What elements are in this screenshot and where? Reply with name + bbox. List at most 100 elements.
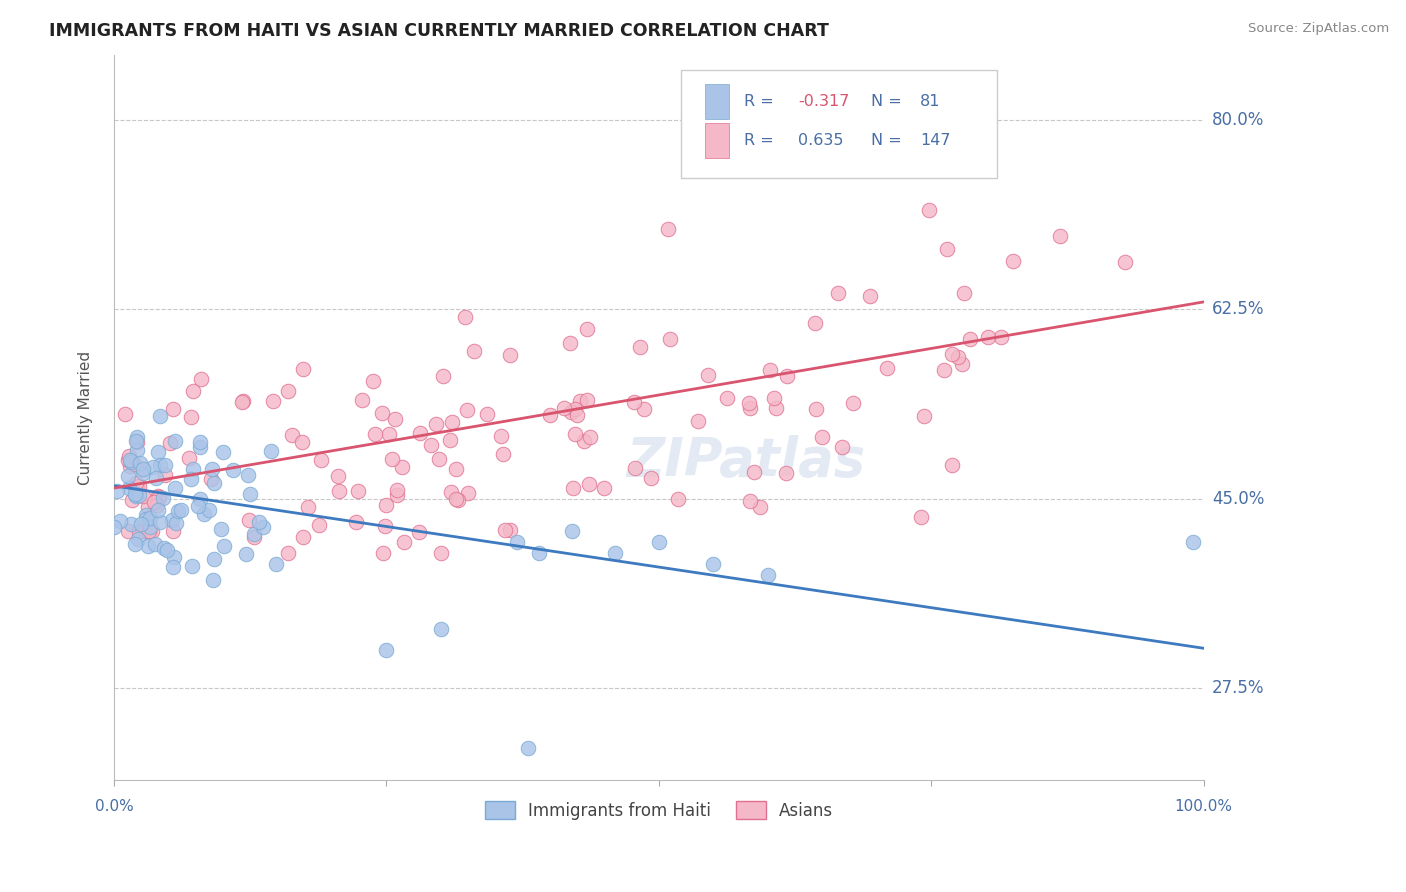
Point xyxy=(232,394,254,409)
Point xyxy=(148,490,170,504)
Point xyxy=(624,461,647,475)
Point xyxy=(439,434,461,448)
Point xyxy=(120,452,142,467)
Point xyxy=(231,395,253,409)
Point xyxy=(959,332,981,346)
Point xyxy=(118,482,141,496)
Point xyxy=(181,384,204,398)
Point xyxy=(439,485,461,500)
Point xyxy=(444,462,467,476)
Point xyxy=(292,530,315,544)
Point xyxy=(827,286,849,301)
Point xyxy=(166,504,188,518)
Point xyxy=(125,442,148,457)
Point xyxy=(170,503,193,517)
Point xyxy=(163,481,186,495)
Text: -0.317: -0.317 xyxy=(799,94,849,109)
Point xyxy=(941,458,963,472)
Text: 0.635: 0.635 xyxy=(799,133,844,148)
Point xyxy=(666,492,689,507)
Point xyxy=(201,462,224,476)
Point xyxy=(499,348,522,362)
Point xyxy=(430,622,453,636)
Point xyxy=(212,540,235,554)
Point xyxy=(128,488,150,502)
Point xyxy=(427,452,450,467)
Point xyxy=(105,484,128,499)
Point xyxy=(193,507,215,521)
Point xyxy=(447,492,470,507)
Point xyxy=(457,485,479,500)
Point xyxy=(429,546,451,560)
Point xyxy=(419,438,441,452)
Point xyxy=(141,524,163,539)
Text: R =: R = xyxy=(744,94,779,109)
Point xyxy=(209,522,232,536)
Point xyxy=(648,535,671,549)
FancyBboxPatch shape xyxy=(681,70,997,178)
Point xyxy=(211,445,233,459)
Point xyxy=(1049,228,1071,243)
Point xyxy=(910,509,932,524)
Y-axis label: Currently Married: Currently Married xyxy=(79,351,93,484)
Point xyxy=(155,543,177,558)
Point xyxy=(456,402,478,417)
Point xyxy=(1114,255,1136,269)
Point xyxy=(159,436,181,450)
Point xyxy=(374,519,396,533)
Point xyxy=(114,407,136,421)
Point xyxy=(202,552,225,566)
Point xyxy=(328,468,350,483)
Text: ZIPatlas: ZIPatlas xyxy=(627,435,866,487)
Point xyxy=(361,374,384,388)
Point xyxy=(197,503,219,517)
Point xyxy=(135,508,157,522)
Point xyxy=(344,515,367,529)
Point xyxy=(181,558,204,573)
Point xyxy=(553,401,575,416)
Point xyxy=(489,428,512,442)
Point xyxy=(118,449,141,463)
Point xyxy=(117,453,139,467)
Text: 147: 147 xyxy=(921,133,950,148)
Point xyxy=(576,321,599,335)
FancyBboxPatch shape xyxy=(704,84,728,119)
Point xyxy=(125,434,148,449)
Point xyxy=(374,498,396,512)
Point xyxy=(738,494,761,508)
Point xyxy=(492,447,515,461)
Point xyxy=(160,512,183,526)
Point xyxy=(125,430,148,444)
Point xyxy=(292,362,315,376)
Point xyxy=(262,393,284,408)
Point xyxy=(804,401,827,416)
Point xyxy=(990,330,1012,344)
Point xyxy=(202,476,225,491)
Point xyxy=(657,221,679,235)
Point xyxy=(759,363,782,377)
Point xyxy=(138,520,160,534)
Point xyxy=(859,289,882,303)
Point xyxy=(162,559,184,574)
Point xyxy=(574,434,596,448)
Point xyxy=(124,487,146,501)
Point xyxy=(180,409,202,424)
Point xyxy=(477,407,499,421)
Point xyxy=(702,557,724,571)
Point xyxy=(125,489,148,503)
Point xyxy=(842,396,865,410)
Point xyxy=(125,434,148,448)
Point xyxy=(409,425,432,440)
Point xyxy=(187,500,209,514)
Point xyxy=(658,332,681,346)
Point xyxy=(716,391,738,405)
Point xyxy=(277,546,299,560)
Point xyxy=(454,310,477,325)
Point xyxy=(138,539,160,553)
Point xyxy=(936,242,959,256)
Point xyxy=(291,435,314,450)
Point xyxy=(128,479,150,493)
Point xyxy=(364,427,387,442)
Point xyxy=(145,498,167,512)
Point xyxy=(350,392,373,407)
